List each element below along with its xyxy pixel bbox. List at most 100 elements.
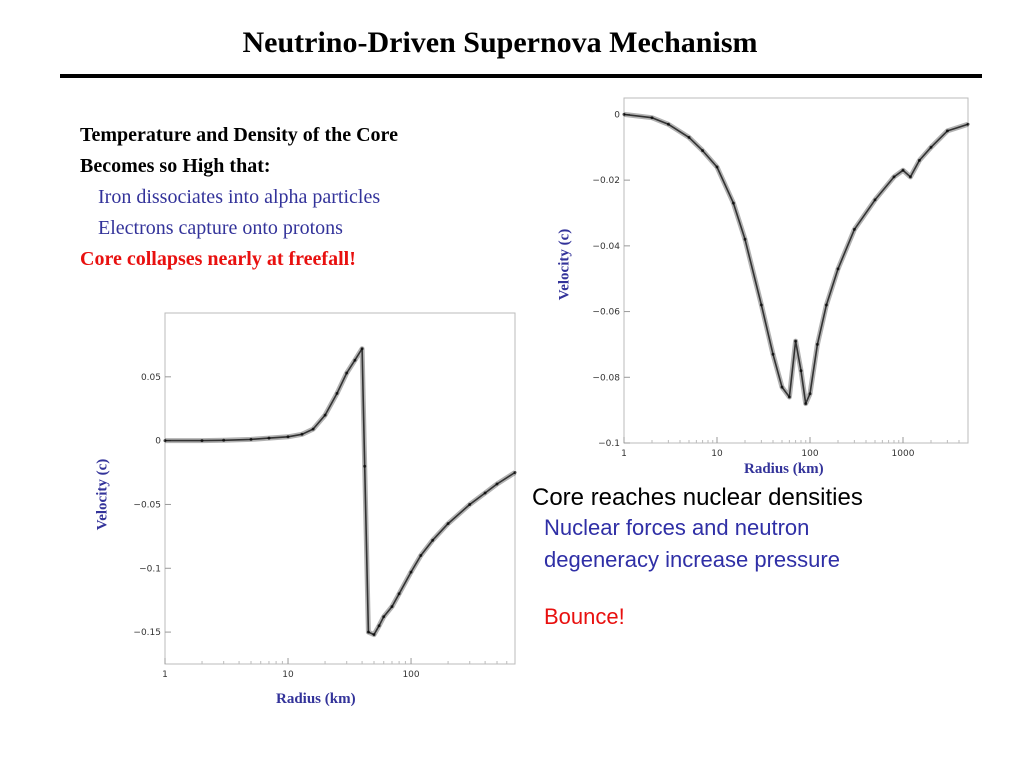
bounce-plot-svg: 1 10 100 0.05 0 −0.05 −0.1 −0.15 — [133, 312, 517, 680]
data-point — [929, 145, 933, 149]
data-point — [366, 630, 370, 634]
x-tick-label: 1 — [621, 449, 627, 459]
bounce-plot-x-label: Radius (km) — [276, 691, 356, 707]
x-tick-label: 10 — [711, 449, 723, 459]
data-point — [377, 624, 381, 628]
data-point — [901, 168, 905, 172]
plot-frame — [164, 312, 516, 665]
data-point — [311, 427, 315, 431]
collapse-plot-y-label: Velocity (c) — [556, 228, 573, 301]
bounce-plot-y-label: Velocity (c) — [94, 458, 111, 531]
summary-line-1: Nuclear forces and neutron — [544, 515, 810, 540]
data-point — [799, 369, 803, 373]
intro-line-1: Temperature and Density of the Core — [80, 124, 398, 146]
y-tick-label: 0.05 — [141, 373, 161, 383]
data-point — [345, 371, 349, 375]
data-point — [804, 402, 808, 406]
data-point — [966, 122, 970, 126]
intro-text: Temperature and Density of the Core Beco… — [80, 120, 398, 275]
data-point — [701, 149, 705, 153]
data-point — [687, 135, 691, 139]
data-point — [163, 439, 167, 443]
data-point — [908, 175, 912, 179]
data-point — [200, 439, 204, 443]
data-point — [759, 303, 763, 307]
series-band — [165, 346, 517, 638]
y-tick-label: 0 — [614, 110, 620, 120]
data-point — [419, 554, 423, 557]
data-point — [731, 201, 735, 205]
title-divider — [60, 74, 982, 78]
intro-line-5: Core collapses nearly at freefall! — [80, 248, 356, 270]
data-point — [622, 112, 626, 116]
summary-line-2: degeneracy increase pressure — [544, 547, 840, 572]
summary-heading: Core reaches nuclear densities — [532, 484, 863, 511]
data-point — [852, 227, 856, 231]
collapse-plot-svg: 1 10 100 1000 0 −0.02 −0.04 −0.06 −0.08 −0.1 — [592, 97, 970, 459]
data-point — [468, 503, 472, 506]
y-tick-label: −0.02 — [592, 176, 620, 186]
data-point — [836, 267, 840, 271]
x-tick-label: 100 — [801, 449, 818, 459]
data-point — [666, 122, 670, 126]
data-point — [382, 615, 386, 619]
data-point — [808, 392, 812, 396]
data-point — [286, 435, 290, 439]
data-point — [446, 522, 450, 526]
data-point — [715, 165, 719, 169]
x-tick-label: 1 — [162, 670, 168, 680]
data-point — [267, 436, 271, 440]
data-point — [249, 437, 253, 441]
data-point — [787, 395, 791, 399]
collapse-plot: 1 10 100 1000 0 −0.02 −0.04 −0.06 −0.08 −0.1 — [592, 97, 970, 459]
data-point — [873, 198, 877, 202]
data-point — [945, 129, 949, 133]
y-tick-label: −0.1 — [598, 439, 620, 449]
x-tick-label: 100 — [402, 670, 419, 680]
data-point — [360, 347, 364, 351]
data-point — [513, 471, 517, 474]
data-point — [483, 491, 487, 495]
y-tick-label: −0.06 — [592, 308, 620, 318]
data-point — [397, 592, 401, 596]
data-point — [824, 303, 828, 307]
data-point — [650, 116, 654, 120]
data-point — [917, 158, 921, 162]
data-point — [743, 237, 747, 241]
data-point — [794, 339, 798, 343]
series-line — [165, 347, 516, 636]
intro-line-2: Becomes so High that: — [80, 155, 271, 177]
intro-line-4: Electrons capture onto protons — [98, 217, 343, 239]
intro-line-3: Iron dissociates into alpha particles — [98, 186, 381, 208]
y-tick-label: −0.15 — [133, 628, 161, 638]
plot-frame — [623, 97, 969, 444]
y-tick-label: −0.1 — [139, 564, 161, 574]
x-tick-label: 10 — [282, 670, 294, 680]
data-point — [353, 358, 357, 362]
y-tick-label: 0 — [155, 437, 161, 447]
data-point — [372, 633, 376, 637]
data-point — [363, 464, 367, 468]
data-point — [300, 432, 304, 436]
summary-text: Core reaches nuclear densities Nuclear f… — [532, 484, 863, 630]
data-point — [390, 605, 394, 609]
data-point — [771, 352, 775, 356]
y-tick-label: −0.05 — [133, 500, 161, 510]
collapse-plot-x-label: Radius (km) — [744, 461, 824, 477]
bounce-plot: 1 10 100 0.05 0 −0.05 −0.1 −0.15 — [133, 312, 517, 680]
y-tick-label: −0.08 — [592, 373, 620, 383]
data-point — [815, 342, 819, 346]
data-point — [431, 538, 435, 542]
data-point — [409, 570, 413, 574]
data-point — [495, 482, 499, 486]
y-tick-label: −0.04 — [592, 242, 620, 252]
series-band — [623, 111, 969, 407]
summary-bounce: Bounce! — [544, 604, 625, 629]
data-point — [323, 413, 327, 417]
data-point — [780, 385, 784, 389]
slide-title: Neutrino-Driven Supernova Mechanism — [242, 26, 758, 59]
series-line — [623, 113, 969, 405]
data-point — [892, 175, 896, 179]
data-point — [335, 391, 339, 395]
x-tick-label: 1000 — [892, 449, 915, 459]
